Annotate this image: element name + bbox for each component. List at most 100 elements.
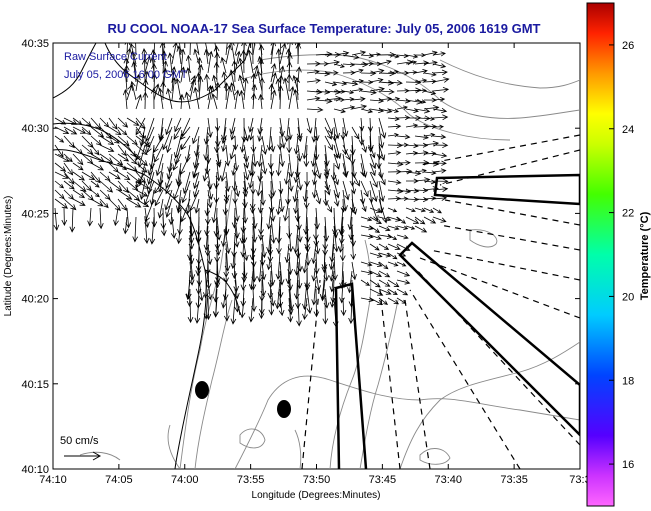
current-vector bbox=[117, 162, 128, 171]
current-vector bbox=[248, 270, 255, 291]
current-vector bbox=[432, 142, 449, 149]
current-vector bbox=[387, 69, 399, 75]
x-tick-label: 73:3 bbox=[569, 474, 590, 486]
current-vector bbox=[278, 297, 285, 317]
current-vector bbox=[179, 43, 182, 56]
current-vector bbox=[283, 198, 290, 222]
current-vector bbox=[135, 171, 146, 184]
current-vector bbox=[157, 198, 164, 219]
current-vector bbox=[324, 89, 342, 95]
current-vector bbox=[256, 70, 263, 92]
current-vector bbox=[396, 261, 407, 267]
current-vector bbox=[117, 189, 133, 200]
current-vector bbox=[87, 207, 93, 227]
current-vector bbox=[414, 225, 428, 233]
current-vector bbox=[369, 270, 382, 277]
current-vector bbox=[340, 297, 347, 317]
current-vector bbox=[369, 207, 382, 213]
current-vector bbox=[414, 53, 427, 58]
current-vector bbox=[342, 62, 355, 67]
current-vector bbox=[360, 108, 374, 114]
current-vector bbox=[257, 144, 263, 168]
current-vector bbox=[405, 188, 420, 194]
current-vector bbox=[321, 252, 328, 271]
current-vector bbox=[396, 297, 407, 304]
current-vector bbox=[296, 297, 302, 327]
scale-label: 50 cm/s bbox=[60, 435, 99, 447]
current-vector bbox=[288, 86, 295, 110]
current-vector bbox=[332, 297, 339, 328]
current-vector bbox=[324, 81, 338, 87]
current-vector bbox=[313, 288, 320, 318]
current-vector bbox=[162, 60, 168, 83]
current-vector bbox=[90, 153, 105, 163]
current-vector bbox=[268, 83, 275, 101]
current-vector bbox=[207, 171, 213, 190]
current-vector bbox=[63, 171, 75, 185]
current-vector bbox=[230, 126, 236, 141]
current-vector bbox=[396, 279, 411, 285]
x-tick-label: 73:40 bbox=[434, 474, 462, 486]
current-vector bbox=[423, 216, 437, 224]
current-vector bbox=[423, 207, 435, 213]
current-vector bbox=[378, 59, 392, 65]
current-vector bbox=[220, 225, 227, 248]
current-vector bbox=[261, 153, 268, 175]
current-vector bbox=[54, 162, 67, 172]
current-vector bbox=[351, 104, 368, 110]
current-vector bbox=[125, 207, 132, 229]
current-vector bbox=[90, 162, 104, 171]
current-vector bbox=[332, 216, 339, 239]
current-vector bbox=[223, 189, 230, 205]
current-vector bbox=[229, 82, 236, 101]
colorbar-ticks: 26 24 22 20 18 16 bbox=[609, 40, 634, 471]
current-vector bbox=[213, 207, 220, 238]
legend-line-1: Raw Surface Current bbox=[64, 51, 167, 63]
current-vector bbox=[135, 189, 149, 197]
current-vector bbox=[251, 83, 258, 101]
current-vector bbox=[333, 180, 340, 199]
current-vector bbox=[166, 87, 173, 110]
current-vector bbox=[146, 135, 155, 154]
current-vector bbox=[378, 171, 386, 186]
current-vector bbox=[63, 180, 75, 190]
current-vector bbox=[405, 98, 423, 105]
current-vector bbox=[297, 171, 303, 191]
current-vector bbox=[378, 297, 389, 305]
current-vector bbox=[90, 180, 100, 188]
current-vector bbox=[81, 144, 94, 155]
current-vector bbox=[378, 117, 387, 139]
current-vector bbox=[251, 207, 258, 230]
current-vector bbox=[108, 198, 121, 212]
current-vector bbox=[378, 144, 386, 161]
current-vector bbox=[81, 117, 92, 127]
current-vector bbox=[369, 234, 382, 240]
current-vector bbox=[333, 135, 342, 160]
current-vector bbox=[117, 135, 130, 147]
current-vector bbox=[214, 81, 221, 101]
current-vector bbox=[179, 66, 186, 83]
current-vector bbox=[99, 117, 110, 128]
current-vector bbox=[257, 252, 263, 283]
current-vector bbox=[369, 216, 382, 224]
current-vector bbox=[117, 144, 127, 157]
current-vector bbox=[214, 126, 221, 148]
current-vector bbox=[414, 150, 429, 156]
current-vector bbox=[72, 153, 84, 166]
current-vector bbox=[432, 97, 446, 102]
current-vector bbox=[161, 50, 167, 74]
current-vector bbox=[63, 198, 77, 211]
legend-line-2: July 05, 2006 16:00 GMT bbox=[64, 69, 188, 81]
y-tick-label: 40:30 bbox=[21, 123, 49, 135]
current-vector bbox=[196, 43, 200, 56]
current-vector bbox=[414, 78, 428, 84]
current-vector bbox=[396, 234, 409, 240]
current-vector bbox=[351, 68, 364, 74]
current-vector bbox=[378, 88, 395, 95]
current-vector bbox=[202, 162, 209, 182]
current-vector bbox=[194, 135, 200, 158]
current-vector bbox=[351, 261, 357, 281]
current-vector bbox=[360, 279, 371, 286]
current-vector bbox=[267, 234, 274, 257]
current-vector bbox=[234, 288, 240, 313]
